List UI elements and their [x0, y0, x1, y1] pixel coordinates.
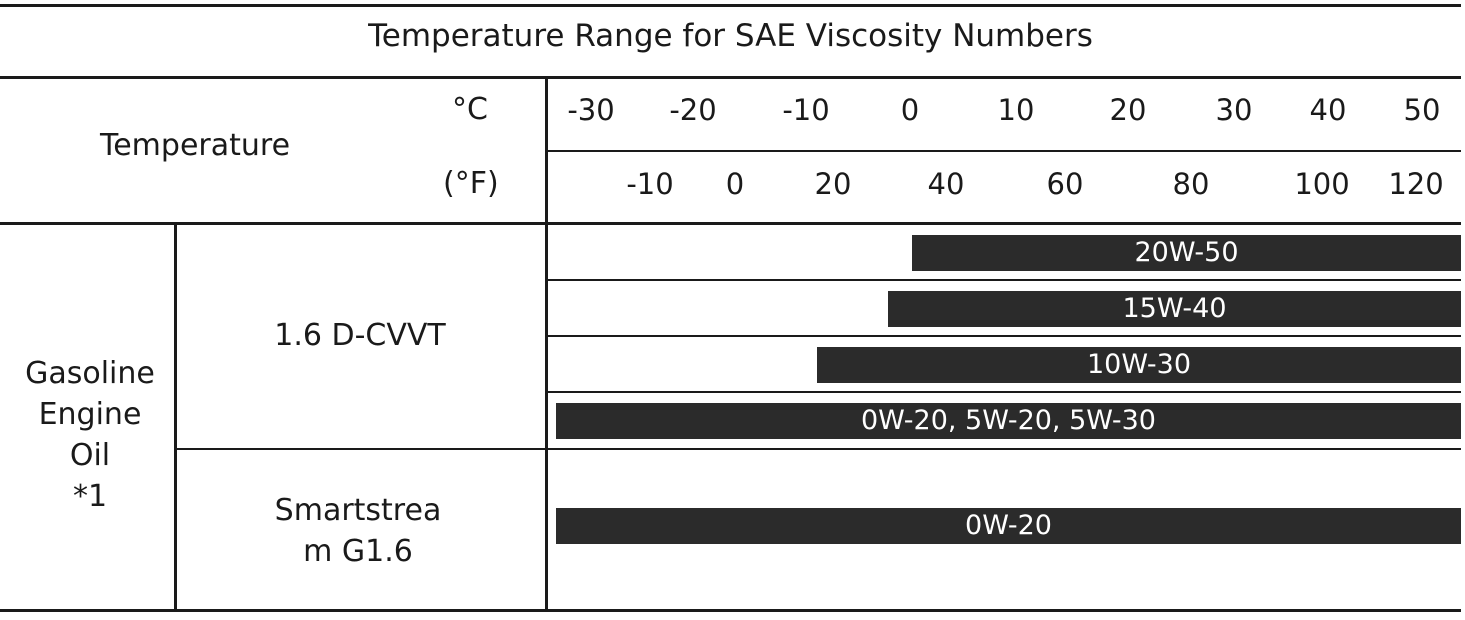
category-label: Gasoline Engine Oil *1 [25, 356, 155, 514]
celsius-tick: 10 [997, 93, 1035, 127]
scale-column-divider [545, 76, 548, 611]
fahrenheit-tick: 20 [814, 167, 852, 201]
celsius-tick: -10 [782, 93, 830, 127]
viscosity-bar: 0W-20 [556, 508, 1461, 544]
fahrenheit-tick: 100 [1294, 167, 1350, 201]
celsius-tick: 30 [1215, 93, 1253, 127]
celsius-tick: -20 [669, 93, 717, 127]
fahrenheit-tick: 0 [725, 167, 745, 201]
grade-row-divider [546, 391, 1461, 393]
table-title: Temperature Range for SAE Viscosity Numb… [368, 18, 1093, 54]
engine-label: 1.6 D-CVVT [274, 318, 446, 353]
viscosity-bar: 15W-40 [888, 291, 1461, 327]
top-border [0, 4, 1461, 7]
celsius-tick: -30 [567, 93, 615, 127]
bottom-border [0, 609, 1461, 612]
unit-divider [546, 150, 1461, 152]
fahrenheit-unit: (°F) [443, 166, 499, 201]
grade-row-divider [546, 279, 1461, 281]
engine-label: Smartstrea m G1.6 [274, 493, 442, 569]
engine-row-divider [176, 448, 1461, 450]
celsius-unit: °C [452, 92, 488, 127]
temperature-label: Temperature [100, 128, 291, 163]
grade-row-divider [546, 335, 1461, 337]
fahrenheit-tick: 60 [1046, 167, 1084, 201]
celsius-tick: 0 [900, 93, 920, 127]
celsius-tick: 50 [1403, 93, 1441, 127]
header-divider [0, 222, 1461, 225]
category-column-divider [174, 222, 177, 611]
viscosity-bar: 0W-20, 5W-20, 5W-30 [556, 403, 1461, 439]
fahrenheit-tick: -10 [626, 167, 674, 201]
celsius-tick: 20 [1109, 93, 1147, 127]
viscosity-bar: 20W-50 [912, 235, 1461, 271]
viscosity-bar: 10W-30 [817, 347, 1461, 383]
title-divider [0, 76, 1461, 79]
fahrenheit-tick: 120 [1388, 167, 1444, 201]
fahrenheit-tick: 40 [927, 167, 965, 201]
fahrenheit-tick: 80 [1172, 167, 1210, 201]
celsius-tick: 40 [1309, 93, 1347, 127]
